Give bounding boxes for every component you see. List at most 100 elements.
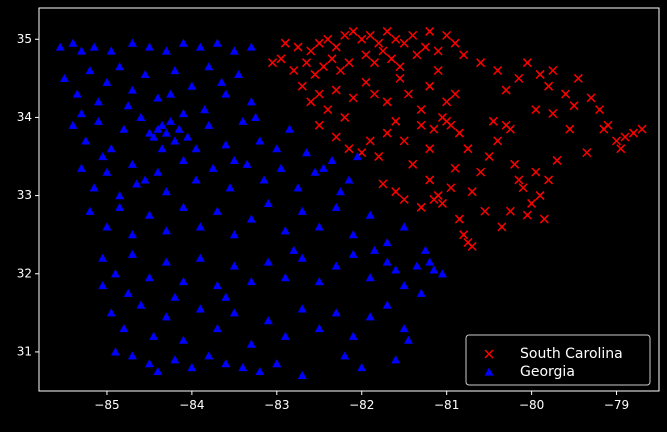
georgia-point (110, 269, 120, 278)
south-carolina-point (386, 54, 396, 64)
georgia-point (242, 159, 252, 168)
georgia-point (119, 124, 129, 133)
south-carolina-point (488, 116, 498, 126)
georgia-point (178, 155, 188, 165)
south-carolina-point (348, 26, 358, 36)
south-carolina-point (429, 194, 439, 205)
south-carolina-point (378, 46, 388, 56)
georgia-point (102, 167, 112, 176)
y-tick-label: 32 (17, 266, 32, 280)
georgia-point (314, 323, 324, 333)
south-carolina-point (280, 38, 290, 48)
georgia-point (170, 66, 180, 75)
south-carolina-point (289, 66, 299, 76)
georgia-point (391, 355, 401, 364)
georgia-point (144, 210, 154, 219)
south-carolina-point (459, 230, 469, 240)
south-carolina-point (459, 50, 469, 60)
south-carolina-point (369, 89, 380, 99)
south-carolina-point (565, 124, 575, 134)
georgia-point (212, 38, 222, 47)
georgia-point (195, 42, 205, 51)
south-carolina-point (446, 120, 456, 130)
south-carolina-point (395, 62, 405, 72)
y-axis: 31 32 33 34 35 (17, 32, 39, 358)
georgia-point (327, 155, 337, 165)
georgia-point (365, 210, 375, 219)
south-carolina-point (535, 191, 545, 201)
south-carolina-point (335, 66, 346, 76)
south-carolina-point (425, 26, 435, 36)
georgia-point (161, 46, 171, 55)
x-tick-label: −81 (434, 398, 459, 412)
georgia-point (348, 331, 358, 340)
south-carolina-point (595, 105, 605, 115)
georgia-point (161, 226, 171, 235)
legend-box (465, 334, 651, 386)
south-carolina-point (582, 148, 592, 158)
georgia-point (382, 237, 392, 247)
georgia-point (98, 253, 108, 262)
south-carolina-point (361, 50, 371, 60)
south-carolina-point (522, 210, 532, 220)
south-carolina-point (403, 89, 413, 99)
georgia-point (229, 308, 239, 317)
georgia-point (429, 265, 439, 274)
georgia-point (72, 89, 82, 98)
georgia-point (340, 351, 350, 360)
georgia-point (272, 359, 282, 368)
south-carolina-point (306, 97, 316, 107)
plot-frame (38, 7, 660, 392)
georgia-point (297, 206, 307, 215)
georgia-point (399, 323, 409, 333)
south-carolina-point (531, 105, 541, 115)
georgia-point (123, 288, 133, 297)
south-carolina-point (484, 151, 494, 162)
georgia-point (68, 120, 78, 129)
georgia-point (174, 124, 184, 133)
georgia-point (221, 89, 231, 98)
legend-marker-south-carolina (484, 349, 494, 359)
south-carolina-point (514, 73, 524, 83)
y-tick-label: 34 (17, 110, 32, 124)
georgia-point (59, 73, 69, 82)
legend-marker-icon (484, 349, 494, 359)
south-carolina-point (302, 58, 312, 68)
south-carolina-point (297, 81, 307, 91)
south-carolina-point (420, 42, 430, 52)
georgia-point (297, 253, 307, 262)
georgia-point (195, 253, 205, 262)
south-carolina-point (416, 120, 426, 130)
georgia-point (314, 222, 324, 231)
georgia-point (399, 222, 409, 231)
south-carolina-point (382, 128, 392, 138)
georgia-point (212, 280, 222, 290)
south-carolina-point (527, 198, 537, 208)
georgia-point (161, 128, 171, 137)
georgia-point (276, 163, 286, 172)
georgia-point (310, 167, 320, 176)
georgia-point (263, 198, 273, 208)
georgia-point (238, 363, 248, 372)
south-carolina-point (467, 187, 477, 197)
south-carolina-point (340, 112, 350, 122)
georgia-point (166, 89, 176, 98)
georgia-point (81, 136, 91, 145)
georgia-point (221, 292, 231, 301)
georgia-point (420, 245, 430, 254)
south-carolina-point (531, 167, 541, 177)
georgia-point (140, 175, 150, 184)
south-carolina-point (476, 58, 486, 68)
georgia-point (98, 280, 108, 290)
georgia-point (297, 304, 307, 313)
georgia-point (106, 46, 116, 55)
georgia-point (331, 202, 341, 211)
georgia-point (55, 42, 65, 51)
georgia-point (331, 308, 341, 317)
georgia-point (297, 370, 307, 379)
x-tick-label: −84 (179, 398, 204, 412)
georgia-point (127, 230, 137, 239)
georgia-point (280, 226, 290, 235)
georgia-point (102, 77, 112, 86)
